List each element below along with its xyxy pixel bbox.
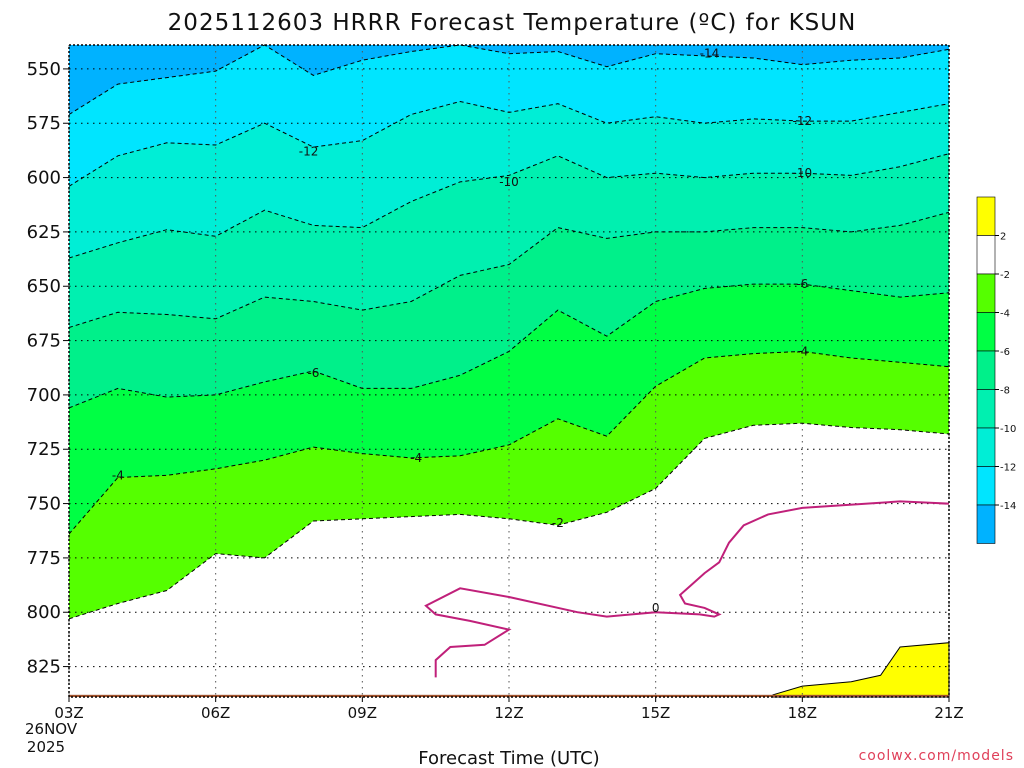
isotherm-line--14 (68, 44, 950, 115)
contour-label-4: -10 (793, 166, 813, 180)
x-date-day: 26NOV (25, 720, 78, 738)
colorbar-label-1: -2 (1000, 270, 1010, 281)
isotherm-line--10 (68, 153, 950, 259)
colorbar-segment-4 (976, 350, 996, 390)
y-tick-label-8: 750 (27, 494, 61, 515)
contour-label-1: -12 (299, 144, 319, 158)
isotherm-line--4 (68, 350, 950, 535)
y-tick-label-2: 600 (27, 168, 61, 189)
colorbar-label-6: -12 (1000, 463, 1016, 474)
x-axis-label: Forecast Time (UTC) (418, 748, 599, 768)
isotherm-line-0 (424, 500, 950, 678)
x-tick-label-6: 21Z (934, 704, 963, 722)
contour-label-11: 0 (652, 601, 660, 615)
gridlines (68, 45, 950, 697)
contour-label-2: -12 (793, 114, 813, 128)
isotherm-line--8 (68, 211, 950, 328)
contour-label-8: -4 (410, 451, 422, 465)
y-tick-label-0: 550 (27, 59, 61, 80)
contour-label-0: -14 (700, 47, 720, 61)
colorbar-label-4: -8 (1000, 386, 1010, 397)
x-tick-label-0: 03Z (54, 704, 83, 722)
colorbar-label-3: -6 (1000, 347, 1010, 358)
contour-labels: -14 -12 -12 -10 -10 -6 -6 -4 -4 -4 -2 0 (112, 47, 812, 615)
colorbar-label-0: 2 (1000, 232, 1006, 243)
isotherm-line--6 (68, 283, 950, 409)
y-tick-label-3: 625 (27, 222, 61, 243)
contour-label-7: -4 (112, 468, 124, 482)
x-tick-label-1: 06Z (201, 704, 230, 722)
credit-text: coolwx.com/models (859, 748, 1014, 764)
isotherm-line--12 (68, 100, 950, 187)
chart-title: 2025112603 HRRR Forecast Temperature (ºC… (168, 10, 857, 36)
y-tick-label-9: 775 (27, 548, 61, 569)
terrain-strip (69, 694, 949, 697)
contour-label-9: -4 (796, 344, 808, 358)
y-axis: 550 575 600 625 650 675 700 725 750 775 800 825 (27, 59, 69, 678)
colorbar-label-7: -14 (1000, 501, 1016, 512)
colorbar-segment-0 (976, 196, 996, 236)
colorbar-segment-7 (976, 466, 996, 506)
isotherm-lines (68, 44, 950, 620)
x-date-year: 2025 (27, 738, 65, 756)
colorbar-segment-2 (976, 273, 996, 313)
plot-area: -14 -12 -12 -10 -10 -6 -6 -4 -4 -4 -2 0 (68, 44, 950, 698)
y-tick-label-4: 650 (27, 276, 61, 297)
isotherm-line--2 (68, 422, 950, 620)
colorbar-segment-1 (976, 235, 996, 275)
y-tick-label-1: 575 (27, 113, 61, 134)
colorbar-label-2: -4 (1000, 309, 1010, 320)
colorbar-label-5: -10 (1000, 424, 1016, 435)
x-tick-label-4: 15Z (641, 704, 670, 722)
x-tick-label-2: 09Z (348, 704, 377, 722)
colorbar-segment-8 (976, 504, 996, 544)
contour-label-3: -10 (499, 175, 519, 189)
contour-label-6: -6 (307, 366, 319, 380)
colorbar-segment-5 (976, 389, 996, 429)
band-7 (69, 423, 949, 697)
y-tick-label-6: 700 (27, 385, 61, 406)
x-tick-label-5: 18Z (788, 704, 817, 722)
contour-label-10: -2 (552, 516, 564, 530)
colorbar: 2 -2 -4 -6 -8 -10 -12 -14 (976, 196, 1016, 544)
temperature-bands (69, 45, 949, 698)
x-tick-label-3: 12Z (494, 704, 523, 722)
y-tick-label-10: 800 (27, 602, 61, 623)
y-tick-label-11: 825 (27, 657, 61, 678)
y-tick-label-5: 675 (27, 331, 61, 352)
colorbar-segment-3 (976, 312, 996, 352)
y-tick-label-7: 725 (27, 439, 61, 460)
colorbar-segment-6 (976, 427, 996, 467)
contour-label-5: -6 (796, 277, 808, 291)
x-axis: 03Z 06Z 09Z 12Z 15Z 18Z 21Z (54, 697, 964, 722)
